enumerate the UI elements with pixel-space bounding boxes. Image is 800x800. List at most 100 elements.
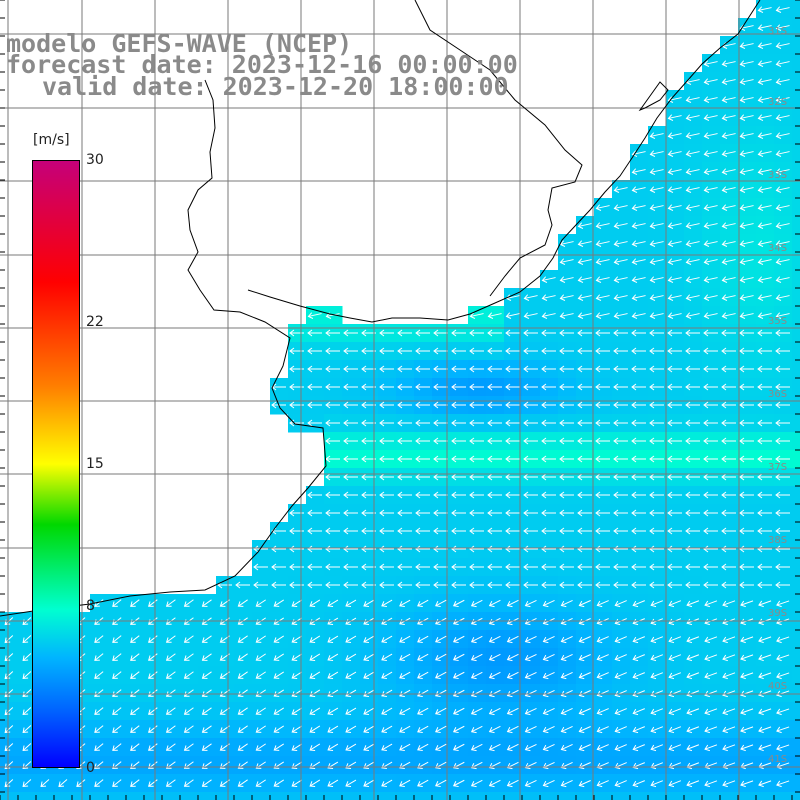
wind-arrow [686,636,700,644]
wind-arrow [631,329,646,337]
wind-arrow [739,473,754,481]
wind-arrow [524,689,537,698]
wind-arrow [722,672,736,680]
wind-arrow [415,401,430,409]
wind-arrow [397,419,412,427]
wind-arrow [668,636,682,644]
wind-arrow [578,726,591,734]
wind-arrow [649,240,664,247]
wind-arrow [758,636,772,644]
wind-arrow [721,455,736,463]
wind-arrow [721,168,736,175]
wind-arrow [596,780,609,788]
wind-arrow [253,545,268,553]
wind-arrow [577,455,592,463]
wind-arrow [775,401,790,409]
latitude-label: 34S [768,243,787,254]
wind-arrow [775,24,790,31]
wind-arrow [703,545,718,553]
colorbar-tick: 15 [86,456,104,472]
wind-arrow [381,635,393,644]
wind-arrow [739,383,754,391]
wind-arrow [685,437,700,445]
wind-arrow [112,635,122,643]
wind-arrow [541,347,556,355]
wind-arrow [345,671,357,679]
wind-arrow [721,437,736,445]
wind-arrow [649,419,664,427]
wind-arrow [721,509,736,517]
wind-arrow [685,491,700,499]
wind-arrow [685,168,700,175]
wind-arrow [613,563,628,571]
wind-arrow [667,276,682,283]
wind-arrow [631,240,646,247]
wind-arrow [775,150,790,157]
wind-arrow [721,329,736,337]
wind-arrow [559,581,574,589]
wind-speed-cell [216,792,235,800]
wind-arrow [649,545,664,553]
wind-arrow [417,725,429,734]
wind-arrow [631,581,646,589]
wind-arrow [452,725,465,734]
wind-arrow [451,563,466,571]
wind-arrow [560,654,573,662]
wind-arrow [631,545,646,553]
wind-arrow [703,276,718,283]
wind-arrow [721,491,736,499]
wind-arrow [237,689,248,697]
wind-arrow [488,707,501,716]
wind-arrow [325,383,340,391]
wind-arrow [148,599,158,607]
wind-arrow [415,491,430,499]
wind-arrow [631,509,646,517]
wind-arrow [201,653,212,661]
wind-arrow [721,186,736,193]
wind-arrow [649,294,664,301]
wind-arrow [291,743,303,751]
wind-arrow [433,329,448,337]
wind-arrow [721,114,736,121]
wind-arrow [667,312,682,319]
wind-arrow [721,132,736,139]
wind-arrow [613,581,628,589]
wind-arrow [451,329,466,337]
wind-arrow [614,708,627,716]
wind-arrow [667,401,682,409]
wind-arrow [399,635,411,644]
wind-arrow [578,672,591,680]
wind-arrow [343,491,358,499]
wind-arrow [112,779,122,787]
wind-speed-cell [522,792,541,800]
wind-arrow [757,419,772,427]
wind-arrow [631,491,646,499]
wind-arrow [487,527,502,535]
wind-speed-cell [450,792,469,800]
wind-arrow [578,690,591,698]
coastline-interior [414,0,583,297]
wind-arrow [685,563,700,571]
wind-arrow [343,455,358,463]
wind-arrow [685,276,700,283]
wind-arrow [577,491,592,499]
wind-arrow [505,437,520,445]
wind-arrow [667,455,682,463]
wind-speed-cell [270,792,289,800]
wind-arrow [237,635,248,643]
wind-arrow [685,96,700,103]
wind-arrow [685,222,700,229]
wind-arrow [273,635,285,643]
wind-arrow [721,312,736,319]
wind-arrow [739,312,754,319]
wind-arrow [631,419,646,427]
wind-arrow [4,689,14,698]
wind-arrow [363,689,375,698]
wind-arrow [327,725,339,733]
wind-arrow [559,294,574,301]
wind-arrow [4,779,14,788]
wind-arrow [307,545,322,553]
wind-arrow [739,204,754,211]
wind-arrow [291,671,303,679]
wind-arrow [487,347,502,355]
